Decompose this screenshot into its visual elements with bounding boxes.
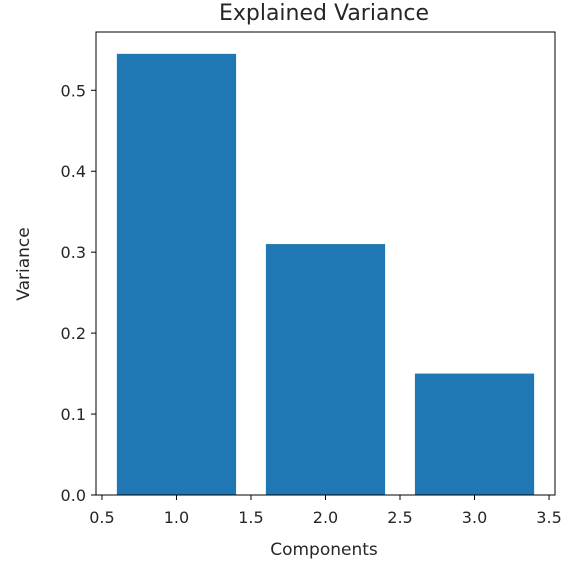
y-tick-label: 0.1 (61, 405, 86, 424)
y-axis-label: Variance (14, 227, 34, 300)
bars-group (116, 53, 535, 496)
x-tick-label: 1.0 (164, 508, 189, 527)
x-tick-label: 3.0 (462, 508, 487, 527)
x-tick-label: 2.0 (313, 508, 338, 527)
y-tick-label: 0.5 (61, 81, 86, 100)
x-tick-label: 0.5 (89, 508, 114, 527)
plot-frame (95, 31, 556, 496)
y-axis-ticks: 0.0 0.1 0.2 0.3 0.4 0.5 (61, 81, 96, 505)
y-tick-label: 0.3 (61, 243, 86, 262)
x-axis-ticks: 0.5 1.0 1.5 2.0 2.5 3.0 3.5 (89, 495, 562, 527)
y-tick-label: 0.0 (61, 486, 86, 505)
x-tick-label: 2.5 (387, 508, 412, 527)
bar-2 (265, 244, 386, 495)
x-tick-label: 1.5 (238, 508, 263, 527)
bar-3 (414, 373, 535, 495)
chart-title: Explained Variance (219, 1, 429, 26)
bar-1 (116, 53, 237, 496)
y-tick-label: 0.2 (61, 324, 86, 343)
y-tick-label: 0.4 (61, 162, 86, 181)
x-axis-label: Components (270, 540, 378, 560)
x-tick-label: 3.5 (536, 508, 561, 527)
